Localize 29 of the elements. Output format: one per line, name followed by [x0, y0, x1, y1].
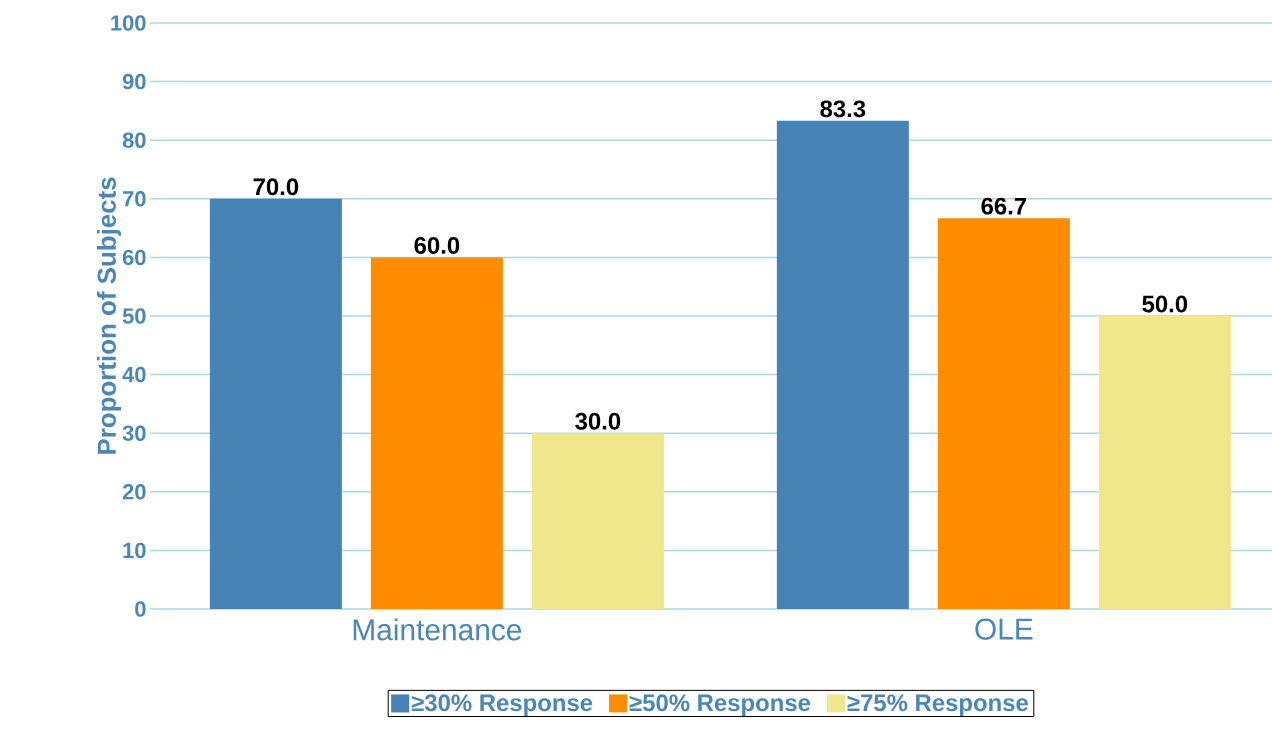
y-tick-label: 10	[123, 542, 146, 559]
y-tick-label: 90	[122, 73, 146, 90]
y-tick-label: 100	[111, 15, 146, 31]
data-label: 60.0	[414, 236, 460, 254]
data-label: 83.3	[820, 100, 866, 118]
data-label: 66.7	[981, 197, 1027, 215]
bar	[937, 218, 1070, 609]
y-tick-label: 60	[122, 249, 146, 266]
y-tick-label: 20	[122, 484, 146, 500]
x-tick-label: OLE	[975, 618, 1033, 640]
bar	[1098, 316, 1231, 609]
y-axis-title: Proportion of Subjects	[96, 177, 122, 454]
data-label: 70.0	[253, 178, 299, 196]
legend-label: ≥50% Response	[629, 694, 811, 717]
data-label: 50.0	[1142, 295, 1188, 313]
y-tick-label: 70	[123, 191, 146, 207]
legend-label: ≥75% Response	[847, 694, 1028, 716]
y-tick-label: 40	[122, 366, 146, 383]
x-tick-label: Maintenance	[353, 618, 522, 641]
bar	[531, 433, 664, 609]
bar	[776, 120, 909, 609]
y-tick-label: 30	[122, 425, 146, 441]
y-tick-label: 0	[135, 601, 146, 617]
bar	[209, 198, 342, 609]
y-tick-label: 80	[122, 132, 146, 148]
y-tick-label: 50	[122, 308, 146, 324]
data-label: 30.0	[575, 412, 621, 430]
legend-label: ≥30% Response	[411, 694, 593, 717]
bar	[370, 257, 503, 609]
